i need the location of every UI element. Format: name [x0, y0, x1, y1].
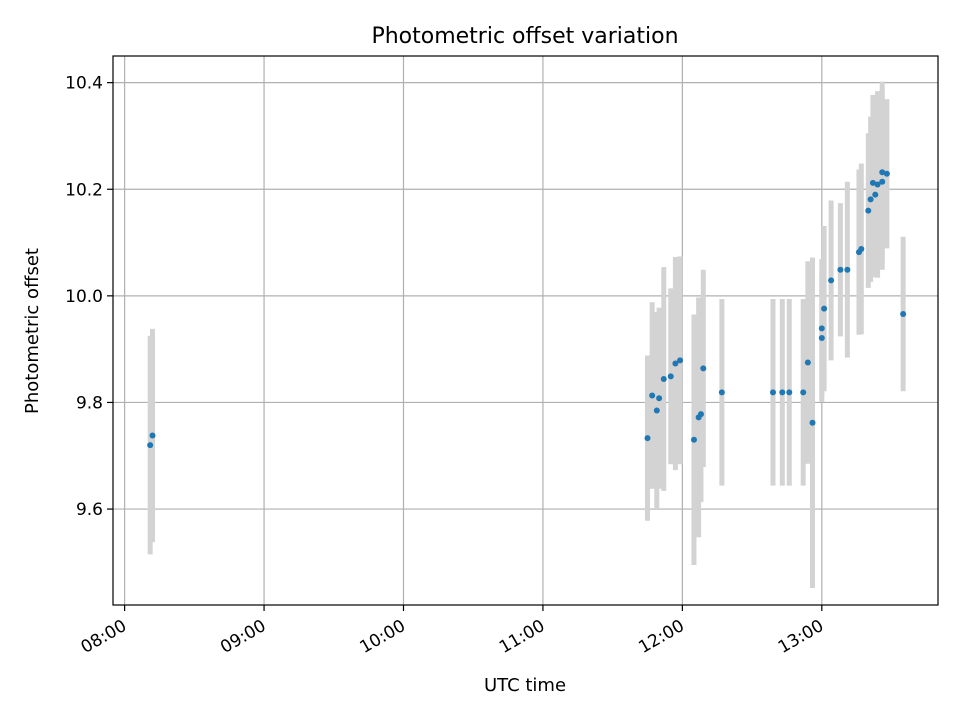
data-point	[809, 419, 816, 426]
data-point	[147, 442, 154, 449]
x-axis-label: UTC time	[484, 675, 566, 696]
data-point	[660, 376, 667, 383]
y-axis-ticks: 9.6 9.8 10.0 10.2 10.4	[65, 74, 113, 520]
data-point	[656, 395, 663, 402]
data-point	[837, 266, 844, 273]
data-point	[879, 169, 886, 176]
data-point	[690, 436, 697, 443]
data-point	[786, 389, 793, 396]
y-tick-label: 9.6	[76, 500, 103, 520]
chart-title: Photometric offset variation	[371, 24, 678, 49]
data-point	[667, 373, 674, 380]
data-point	[672, 360, 679, 367]
data-point	[700, 365, 707, 372]
data-point	[844, 266, 851, 273]
data-point	[821, 305, 828, 312]
y-tick-label: 10.0	[65, 287, 103, 307]
data-point	[718, 389, 725, 396]
data-point	[865, 207, 872, 214]
y-axis-label: Photometric offset	[22, 248, 43, 414]
data-point	[653, 407, 660, 414]
plot-frame	[112, 55, 939, 606]
data-point	[644, 435, 651, 442]
data-point	[867, 196, 874, 203]
data-point	[649, 392, 656, 399]
y-tick-label: 10.2	[65, 180, 103, 200]
data-point	[879, 178, 886, 185]
data-point	[900, 310, 907, 317]
data-point	[800, 389, 807, 396]
data-point	[770, 389, 776, 396]
data-point	[818, 325, 825, 332]
data-point	[858, 245, 865, 252]
data-point	[883, 170, 890, 177]
data-point	[697, 411, 704, 418]
y-tick-label: 9.8	[76, 393, 103, 413]
data-point	[874, 181, 881, 188]
data-point	[149, 432, 156, 439]
data-point	[677, 357, 684, 364]
data-point	[869, 179, 876, 186]
data-point	[779, 389, 786, 396]
data-point	[872, 191, 879, 198]
y-tick-label: 10.4	[65, 74, 103, 94]
data-points	[147, 169, 907, 449]
data-point	[804, 359, 811, 366]
data-point	[818, 334, 825, 341]
data-point	[828, 277, 835, 284]
